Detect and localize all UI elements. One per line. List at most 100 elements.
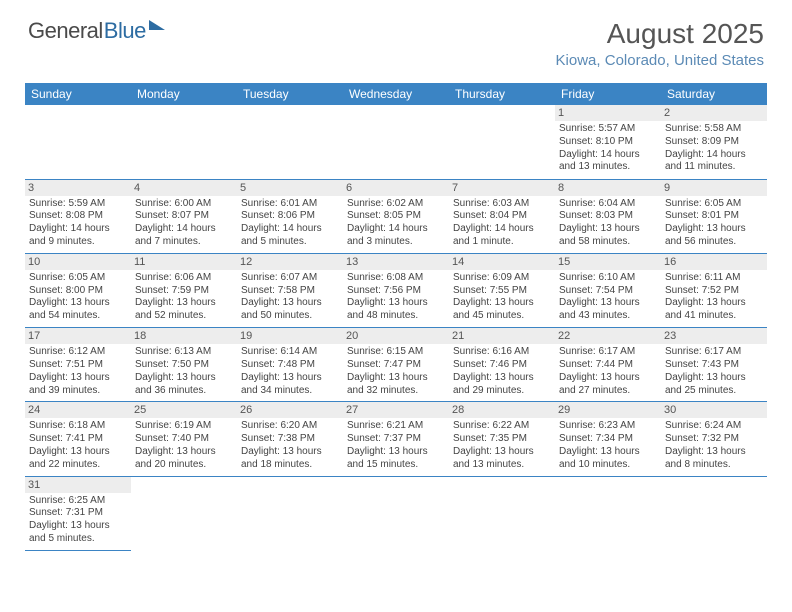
sunrise-text: Sunrise: 5:59 AM (29, 198, 127, 211)
weekday-header-row: Sunday Monday Tuesday Wednesday Thursday… (25, 83, 767, 105)
logo-text-blue: Blue (104, 18, 146, 44)
day-cell: 3Sunrise: 5:59 AMSunset: 8:08 PMDaylight… (25, 179, 131, 253)
sunset-text: Sunset: 8:05 PM (347, 210, 445, 223)
calendar-table: Sunday Monday Tuesday Wednesday Thursday… (25, 83, 767, 551)
daylight-text: Daylight: 13 hours and 32 minutes. (347, 372, 445, 398)
daylight-text: Daylight: 13 hours and 18 minutes. (241, 446, 339, 472)
day-number: 25 (131, 402, 237, 418)
sunset-text: Sunset: 7:32 PM (665, 433, 763, 446)
sunrise-text: Sunrise: 5:58 AM (665, 123, 763, 136)
blank-cell (343, 476, 449, 550)
sunset-text: Sunset: 7:41 PM (29, 433, 127, 446)
daylight-text: Daylight: 14 hours and 9 minutes. (29, 223, 127, 249)
day-cell: 13Sunrise: 6:08 AMSunset: 7:56 PMDayligh… (343, 253, 449, 327)
sunrise-text: Sunrise: 6:17 AM (665, 346, 763, 359)
day-number: 4 (131, 180, 237, 196)
day-number: 11 (131, 254, 237, 270)
empty-cell: . (343, 105, 449, 179)
day-cell: 31Sunrise: 6:25 AMSunset: 7:31 PMDayligh… (25, 476, 131, 550)
day-number: 10 (25, 254, 131, 270)
sunrise-text: Sunrise: 6:01 AM (241, 198, 339, 211)
day-number: 2 (661, 105, 767, 121)
day-number: 26 (237, 402, 343, 418)
day-cell: 12Sunrise: 6:07 AMSunset: 7:58 PMDayligh… (237, 253, 343, 327)
sunrise-text: Sunrise: 6:03 AM (453, 198, 551, 211)
sunset-text: Sunset: 7:51 PM (29, 359, 127, 372)
blank-cell (237, 476, 343, 550)
empty-cell: . (449, 105, 555, 179)
sunset-text: Sunset: 7:58 PM (241, 285, 339, 298)
day-number: 13 (343, 254, 449, 270)
day-number: 31 (25, 477, 131, 493)
daylight-text: Daylight: 13 hours and 20 minutes. (135, 446, 233, 472)
daylight-text: Daylight: 13 hours and 10 minutes. (559, 446, 657, 472)
daylight-text: Daylight: 13 hours and 27 minutes. (559, 372, 657, 398)
sunset-text: Sunset: 8:04 PM (453, 210, 551, 223)
day-cell: 16Sunrise: 6:11 AMSunset: 7:52 PMDayligh… (661, 253, 767, 327)
sunset-text: Sunset: 8:00 PM (29, 285, 127, 298)
day-cell: 17Sunrise: 6:12 AMSunset: 7:51 PMDayligh… (25, 328, 131, 402)
day-cell: 21Sunrise: 6:16 AMSunset: 7:46 PMDayligh… (449, 328, 555, 402)
sunrise-text: Sunrise: 6:11 AM (665, 272, 763, 285)
sunset-text: Sunset: 7:43 PM (665, 359, 763, 372)
sunset-text: Sunset: 7:37 PM (347, 433, 445, 446)
day-cell: 19Sunrise: 6:14 AMSunset: 7:48 PMDayligh… (237, 328, 343, 402)
daylight-text: Daylight: 14 hours and 7 minutes. (135, 223, 233, 249)
sunset-text: Sunset: 7:40 PM (135, 433, 233, 446)
sunset-text: Sunset: 8:03 PM (559, 210, 657, 223)
day-number: 17 (25, 328, 131, 344)
day-number: 21 (449, 328, 555, 344)
daylight-text: Daylight: 13 hours and 8 minutes. (665, 446, 763, 472)
location-text: Kiowa, Colorado, United States (556, 52, 764, 69)
sunset-text: Sunset: 7:52 PM (665, 285, 763, 298)
sunset-text: Sunset: 8:06 PM (241, 210, 339, 223)
sunrise-text: Sunrise: 6:25 AM (29, 495, 127, 508)
day-cell: 11Sunrise: 6:06 AMSunset: 7:59 PMDayligh… (131, 253, 237, 327)
daylight-text: Daylight: 13 hours and 54 minutes. (29, 297, 127, 323)
day-number: 1 (555, 105, 661, 121)
empty-cell: . (131, 105, 237, 179)
day-cell: 10Sunrise: 6:05 AMSunset: 8:00 PMDayligh… (25, 253, 131, 327)
day-cell: 27Sunrise: 6:21 AMSunset: 7:37 PMDayligh… (343, 402, 449, 476)
logo-text-general: General (28, 18, 103, 44)
daylight-text: Daylight: 13 hours and 43 minutes. (559, 297, 657, 323)
day-cell: 18Sunrise: 6:13 AMSunset: 7:50 PMDayligh… (131, 328, 237, 402)
daylight-text: Daylight: 14 hours and 1 minute. (453, 223, 551, 249)
daylight-text: Daylight: 13 hours and 36 minutes. (135, 372, 233, 398)
sunrise-text: Sunrise: 6:00 AM (135, 198, 233, 211)
day-cell: 25 Sunrise: 6:19 AMSunset: 7:40 PMDayligh… (131, 402, 237, 476)
logo: GeneralBlue (28, 18, 165, 44)
sunrise-text: Sunrise: 6:21 AM (347, 420, 445, 433)
sunrise-text: Sunrise: 6:02 AM (347, 198, 445, 211)
day-cell: 2Sunrise: 5:58 AMSunset: 8:09 PMDaylight… (661, 105, 767, 179)
day-number: 5 (237, 180, 343, 196)
day-cell: 26Sunrise: 6:20 AMSunset: 7:38 PMDayligh… (237, 402, 343, 476)
sunset-text: Sunset: 7:55 PM (453, 285, 551, 298)
day-number: 20 (343, 328, 449, 344)
daylight-text: Daylight: 13 hours and 34 minutes. (241, 372, 339, 398)
sunrise-text: Sunrise: 6:13 AM (135, 346, 233, 359)
day-number: 6 (343, 180, 449, 196)
day-number: 24 (25, 402, 131, 418)
calendar-row: 10Sunrise: 6:05 AMSunset: 8:00 PMDayligh… (25, 253, 767, 327)
calendar-row: .....1Sunrise: 5:57 AMSunset: 8:10 PMDay… (25, 105, 767, 179)
daylight-text: Daylight: 13 hours and 48 minutes. (347, 297, 445, 323)
day-cell: 15Sunrise: 6:10 AMSunset: 7:54 PMDayligh… (555, 253, 661, 327)
daylight-text: Daylight: 13 hours and 58 minutes. (559, 223, 657, 249)
day-number: 9 (661, 180, 767, 196)
sunset-text: Sunset: 7:46 PM (453, 359, 551, 372)
day-cell: 30Sunrise: 6:24 AMSunset: 7:32 PMDayligh… (661, 402, 767, 476)
day-number: 15 (555, 254, 661, 270)
sunset-text: Sunset: 7:31 PM (29, 507, 127, 520)
title-block: August 2025 Kiowa, Colorado, United Stat… (556, 18, 764, 69)
daylight-text: Daylight: 13 hours and 41 minutes. (665, 297, 763, 323)
sunrise-text: Sunrise: 6:06 AM (135, 272, 233, 285)
day-cell: 14Sunrise: 6:09 AMSunset: 7:55 PMDayligh… (449, 253, 555, 327)
day-cell: 8Sunrise: 6:04 AMSunset: 8:03 PMDaylight… (555, 179, 661, 253)
weekday-header: Monday (131, 83, 237, 105)
day-cell: 28Sunrise: 6:22 AMSunset: 7:35 PMDayligh… (449, 402, 555, 476)
sunrise-text: Sunrise: 6:19 AM (135, 420, 233, 433)
calendar-row: 3Sunrise: 5:59 AMSunset: 8:08 PMDaylight… (25, 179, 767, 253)
day-number: 28 (449, 402, 555, 418)
sunset-text: Sunset: 7:47 PM (347, 359, 445, 372)
